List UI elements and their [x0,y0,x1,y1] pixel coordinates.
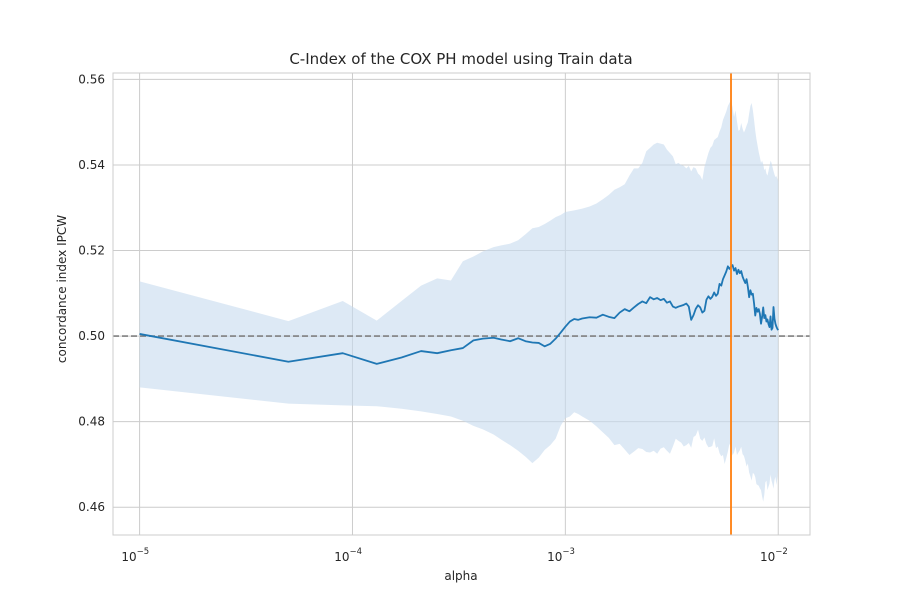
x-tick-base: 10 [334,550,349,564]
x-tick-base: 10 [760,550,775,564]
x-tick-label: 10 −3 [547,547,575,564]
x-tick-label: 10 −4 [334,547,362,564]
y-axis-label: concordance index IPCW [55,215,69,363]
chart-title: C-Index of the COX PH model using Train … [289,50,632,68]
y-tick-label: 0.46 [78,500,105,514]
confidence-band [139,99,779,502]
x-tick-base: 10 [547,550,562,564]
y-tick-label: 0.50 [78,329,105,343]
plot-border [112,72,811,536]
y-tick-label: 0.52 [78,244,105,258]
x-tick-label: 10 −5 [121,547,149,564]
x-tick-exponent: −3 [562,547,575,557]
plot-frame [112,72,811,536]
mean-line [139,264,779,365]
x-tick-exponent: −4 [349,547,362,557]
y-tick-labels: 0.46 0.48 0.50 0.52 0.54 0.56 [78,72,105,514]
series-line-layer [139,264,779,365]
x-tick-labels: 10 −5 10 −4 10 −3 10 −2 [121,547,787,564]
confidence-band-layer [139,99,779,502]
y-tick-label: 0.48 [78,415,105,429]
x-tick-exponent: −5 [137,547,150,557]
x-tick-base: 10 [121,550,136,564]
x-axis-label: alpha [444,569,477,583]
x-tick-label: 10 −2 [760,547,788,564]
x-tick-exponent: −2 [775,547,788,557]
y-tick-label: 0.54 [78,158,105,172]
y-tick-label: 0.56 [78,72,105,86]
